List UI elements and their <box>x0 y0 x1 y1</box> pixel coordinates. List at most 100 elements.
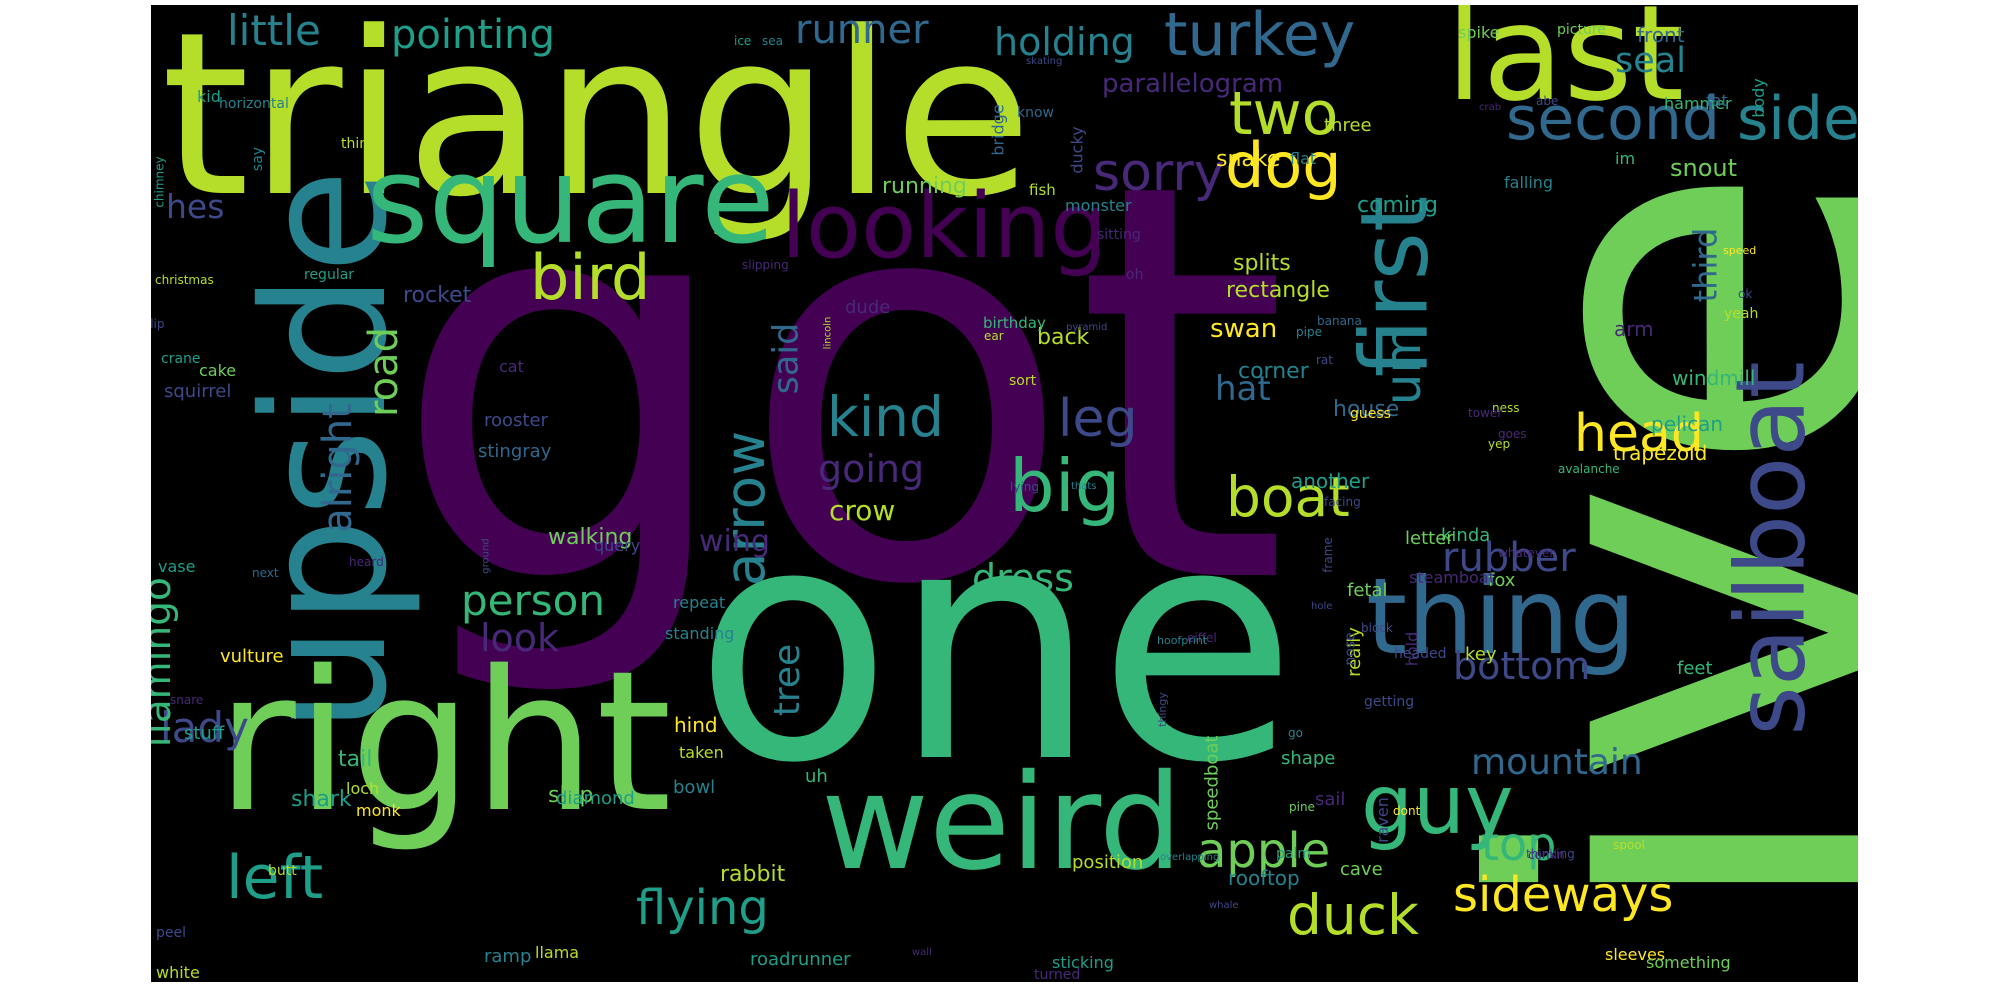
word-kinda: kinda <box>1441 525 1491 546</box>
word-picture: picture <box>1557 22 1606 38</box>
word-arm: arm <box>1614 317 1654 341</box>
word-comin: comin <box>1528 848 1565 862</box>
word-lincoln: lincoln <box>821 316 833 350</box>
word-front: front <box>1637 23 1685 47</box>
word-right: right <box>216 629 672 855</box>
word-person: person <box>461 576 605 625</box>
word-rectangle: rectangle <box>1226 278 1330 303</box>
word-im: im <box>1615 149 1636 168</box>
word-abe: abe <box>1536 94 1559 108</box>
word-rocket: rocket <box>403 283 472 308</box>
word-skating: skating <box>1026 56 1063 67</box>
word-corner: corner <box>1238 359 1309 384</box>
word-roadrunner: roadrunner <box>750 949 851 970</box>
word-ducky: ducky <box>1067 125 1087 174</box>
word-arrow: arrow <box>712 430 777 587</box>
word-head: head <box>1574 404 1704 464</box>
word-swan: swan <box>1210 314 1278 344</box>
word-steamboat: steamboat <box>1409 568 1495 587</box>
word-guess: guess <box>1350 406 1391 422</box>
word-feet: feet <box>1677 658 1713 679</box>
word-birthday: birthday <box>983 314 1046 332</box>
word-horizontal: horizontal <box>219 96 289 112</box>
word-go: go <box>1288 726 1303 740</box>
word-fat: fat <box>1706 91 1728 110</box>
word-sort: sort <box>1009 373 1037 389</box>
word-butt: butt <box>268 863 297 879</box>
word-position: position <box>1072 852 1144 873</box>
word-shape: shape <box>1281 748 1336 769</box>
word-top: top <box>1481 817 1557 871</box>
word-spike: spike <box>1458 23 1500 42</box>
word-turned: turned <box>1034 967 1081 982</box>
word-monk: monk <box>356 801 401 820</box>
word-running: running <box>882 174 967 199</box>
word-ramp: ramp <box>484 946 532 967</box>
word-left: left <box>226 843 324 913</box>
word-monster: monster <box>1065 196 1132 215</box>
word-body: body <box>1748 77 1768 118</box>
word-hat: hat <box>1215 369 1271 409</box>
word-ground: ground <box>480 537 492 574</box>
word-pointing: pointing <box>391 12 555 58</box>
word-taken: taken <box>679 743 724 762</box>
word-something: something <box>1646 953 1731 972</box>
word-fish: fish <box>1029 181 1056 199</box>
word-turkey: turkey <box>1164 5 1356 70</box>
word-alright: alright <box>314 402 361 533</box>
word-tree: tree <box>766 643 808 717</box>
word-fox: fox <box>1488 570 1516 591</box>
word-snout: snout <box>1670 154 1738 182</box>
word-square: square <box>366 132 775 271</box>
word-cave: cave <box>1340 859 1383 880</box>
word-falling: falling <box>1504 173 1554 192</box>
word-dog: dog <box>1225 129 1342 202</box>
word-think: think <box>341 136 377 152</box>
word-one: one <box>694 457 1297 834</box>
word-whale: whale <box>1209 900 1239 911</box>
word-sitting: sitting <box>1097 227 1141 243</box>
word-side: side <box>1737 84 1858 154</box>
word-raven: raven <box>1373 797 1392 843</box>
word-hole: hole <box>1311 601 1333 612</box>
word-trapezoid: trapezoid <box>1613 441 1708 465</box>
word-letter: letter <box>1405 528 1454 549</box>
word-getting: getting <box>1364 694 1415 710</box>
word-uh: uh <box>805 766 828 787</box>
word-two: two <box>1229 79 1339 149</box>
word-bridge: bridge <box>989 104 1008 156</box>
word-duck: duck <box>1287 883 1419 947</box>
word-yep: yep <box>1488 437 1511 451</box>
word-tail: tail <box>338 747 373 772</box>
word-spool: spool <box>1613 838 1645 852</box>
word-thing: thing <box>1366 556 1637 678</box>
word-tower: tower <box>1468 406 1503 420</box>
word-ok: ok <box>1738 287 1753 301</box>
word-rubber: rubber <box>1442 535 1576 581</box>
word-wall: wall <box>912 947 932 958</box>
word-yeah: yeah <box>1724 306 1759 322</box>
word-shark: shark <box>291 787 352 812</box>
word-leg: leg <box>1058 389 1138 449</box>
word-snake: snake <box>1216 147 1281 172</box>
word-pyramid: pyramid <box>1066 322 1108 333</box>
word-said: said <box>766 323 806 395</box>
word-another: another <box>1291 469 1370 493</box>
word-three: three <box>1324 115 1372 136</box>
word-mountain: mountain <box>1471 742 1643 783</box>
word-dress: dress <box>972 556 1074 600</box>
word-back: back <box>1037 325 1090 350</box>
word-peel: peel <box>156 925 187 941</box>
word-vase: vase <box>158 557 196 576</box>
word-bowl: bowl <box>673 777 716 798</box>
word-key: key <box>1465 644 1497 665</box>
word-crane: crane <box>161 351 201 367</box>
word-sticking: sticking <box>1052 953 1114 972</box>
word-frame: frame <box>1321 537 1335 573</box>
word-going: going <box>818 447 925 491</box>
word-speed: speed <box>1723 244 1757 257</box>
word-ice: ice <box>734 34 752 48</box>
word-road: road <box>360 326 407 417</box>
word-dude: dude <box>845 297 891 318</box>
word-sleeves: sleeves <box>1605 945 1666 964</box>
